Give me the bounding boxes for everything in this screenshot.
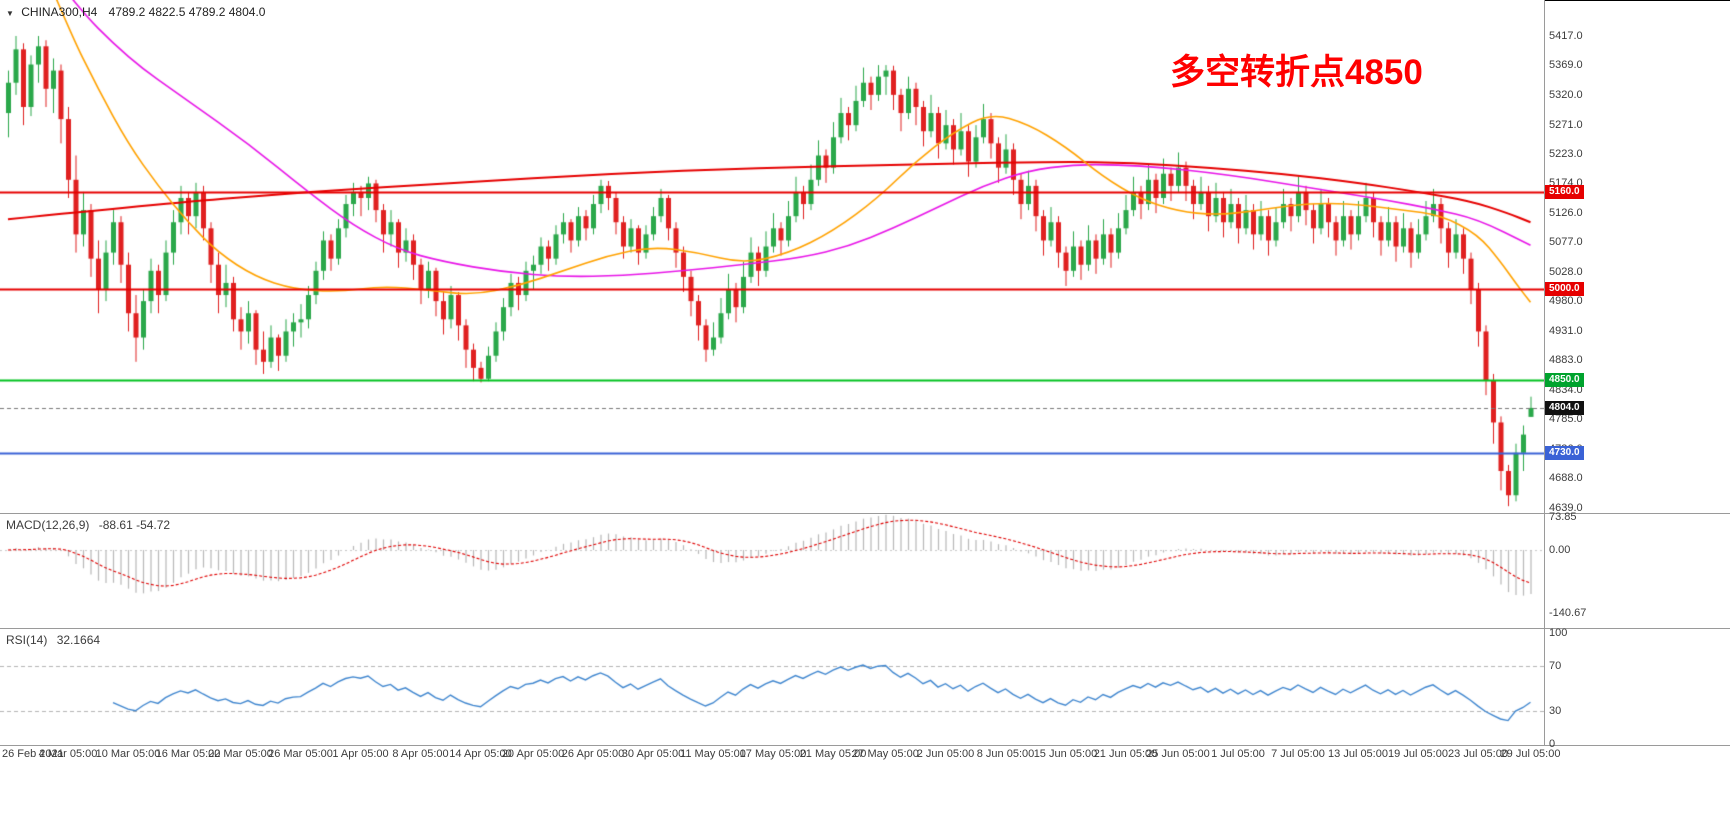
price-axis-label: 5369.0 bbox=[1549, 59, 1583, 72]
rsi-name: RSI(14) bbox=[6, 633, 48, 647]
time-axis-label: 13 Jul 05:00 bbox=[1328, 748, 1388, 760]
time-axis-label: 7 Jul 05:00 bbox=[1271, 748, 1325, 760]
time-axis-label: 30 Apr 05:00 bbox=[621, 748, 685, 760]
rsi-axis-label: 30 bbox=[1549, 704, 1562, 717]
symbol-title-bar: ▼ CHINA300,H4 4789.2 4822.5 4789.2 4804.… bbox=[6, 5, 265, 19]
price-level-tag: 4730.0 bbox=[1545, 445, 1584, 460]
time-axis-label: 21 Jun 05:00 bbox=[1093, 748, 1158, 760]
time-axis-label: 2 Jun 05:00 bbox=[916, 748, 975, 760]
price-level-tag: 5160.0 bbox=[1545, 184, 1584, 199]
price-level-tag: 4850.0 bbox=[1545, 372, 1584, 387]
price-axis-label: 5028.0 bbox=[1549, 266, 1583, 278]
price-axis-separator bbox=[1544, 0, 1545, 745]
time-axis-label: 11 May 05:00 bbox=[680, 748, 746, 760]
symbol-dropdown-icon[interactable]: ▼ bbox=[6, 9, 14, 18]
price-level-tag: 5000.0 bbox=[1545, 281, 1584, 296]
time-axis-label: 29 Jul 05:00 bbox=[1500, 748, 1561, 760]
time-axis-label: 14 Apr 05:00 bbox=[449, 748, 512, 760]
price-axis-label: 5417.0 bbox=[1549, 30, 1583, 42]
rsi-values: 32.1664 bbox=[56, 633, 101, 647]
time-axis-label: 22 Mar 05:00 bbox=[208, 748, 273, 760]
time-axis-label: 15 Jun 05:00 bbox=[1033, 748, 1098, 760]
price-axis-label: 4980.0 bbox=[1549, 295, 1583, 308]
price-axis-label: 5223.0 bbox=[1549, 147, 1583, 160]
time-axis-label: 26 Feb 2021 bbox=[2, 748, 64, 760]
price-axis-label: 4688.0 bbox=[1549, 472, 1583, 485]
time-axis-label: 8 Apr 05:00 bbox=[392, 748, 449, 760]
time-axis-label: 17 May 05:00 bbox=[739, 748, 807, 760]
time-axis-label: 4 Mar 05:00 bbox=[38, 748, 98, 760]
price-axis-label: 5320.0 bbox=[1549, 88, 1583, 101]
ohlc-values: 4789.2 4822.5 4789.2 4804.0 bbox=[108, 5, 266, 19]
rsi-axis-label: 0 bbox=[1549, 738, 1556, 750]
price-axis-label: 4785.0 bbox=[1549, 413, 1583, 426]
annotation-text: 多空转折点4850 bbox=[1170, 53, 1423, 92]
time-axis-label: 27 May 05:00 bbox=[852, 748, 919, 760]
macd-name: MACD(12,26,9) bbox=[6, 518, 90, 532]
time-axis-label: 26 Apr 05:00 bbox=[561, 748, 625, 760]
rsi-axis-label: 70 bbox=[1549, 660, 1562, 673]
macd-indicator-canvas[interactable] bbox=[0, 514, 1544, 628]
rsi-indicator-canvas[interactable] bbox=[0, 629, 1544, 745]
macd-axis-label: 73.85 bbox=[1549, 511, 1577, 523]
price-axis-label: 5271.0 bbox=[1549, 118, 1583, 131]
rsi-axis-label: 100 bbox=[1549, 627, 1568, 639]
time-axis-label: 1 Jul 05:00 bbox=[1211, 748, 1265, 760]
price-axis-label: 4883.0 bbox=[1549, 353, 1583, 366]
time-axis-label: 16 Mar 05:00 bbox=[155, 748, 221, 760]
macd-axis-label: 0.00 bbox=[1549, 544, 1571, 557]
rsi-label: RSI(14) 32.1664 bbox=[6, 633, 100, 647]
price-axis-label: 4931.0 bbox=[1549, 324, 1583, 337]
macd-axis-label: -140.67 bbox=[1549, 607, 1587, 619]
time-axis-label: 20 Apr 05:00 bbox=[501, 748, 565, 760]
price-axis-label: 5126.0 bbox=[1549, 206, 1583, 219]
price-axis-label: 5077.0 bbox=[1549, 236, 1583, 249]
candlestick-chart-canvas[interactable] bbox=[0, 0, 1544, 513]
price-level-tag: 4804.0 bbox=[1545, 400, 1584, 415]
time-axis-label: 8 Jun 05:00 bbox=[976, 748, 1035, 760]
macd-label: MACD(12,26,9) -88.61 -54.72 bbox=[6, 518, 170, 532]
time-axis-label: 1 Apr 05:00 bbox=[332, 748, 389, 760]
time-axis-label: 19 Jul 05:00 bbox=[1388, 748, 1448, 760]
panel-separator[interactable] bbox=[0, 628, 1730, 629]
macd-values: -88.61 -54.72 bbox=[98, 518, 171, 532]
time-axis-label: 23 Jul 05:00 bbox=[1448, 748, 1508, 760]
time-axis-label: 21 May 05:00 bbox=[799, 748, 867, 760]
symbol-period-label: CHINA300,H4 bbox=[21, 5, 98, 19]
time-axis-label: 10 Mar 05:00 bbox=[95, 748, 161, 760]
time-axis-label: 26 Mar 05:00 bbox=[268, 748, 333, 760]
price-axis-label: 4639.0 bbox=[1549, 502, 1583, 514]
panel-separator[interactable] bbox=[0, 513, 1730, 514]
panel-separator bbox=[0, 745, 1730, 746]
time-axis-label: 25 Jun 05:00 bbox=[1146, 748, 1210, 760]
